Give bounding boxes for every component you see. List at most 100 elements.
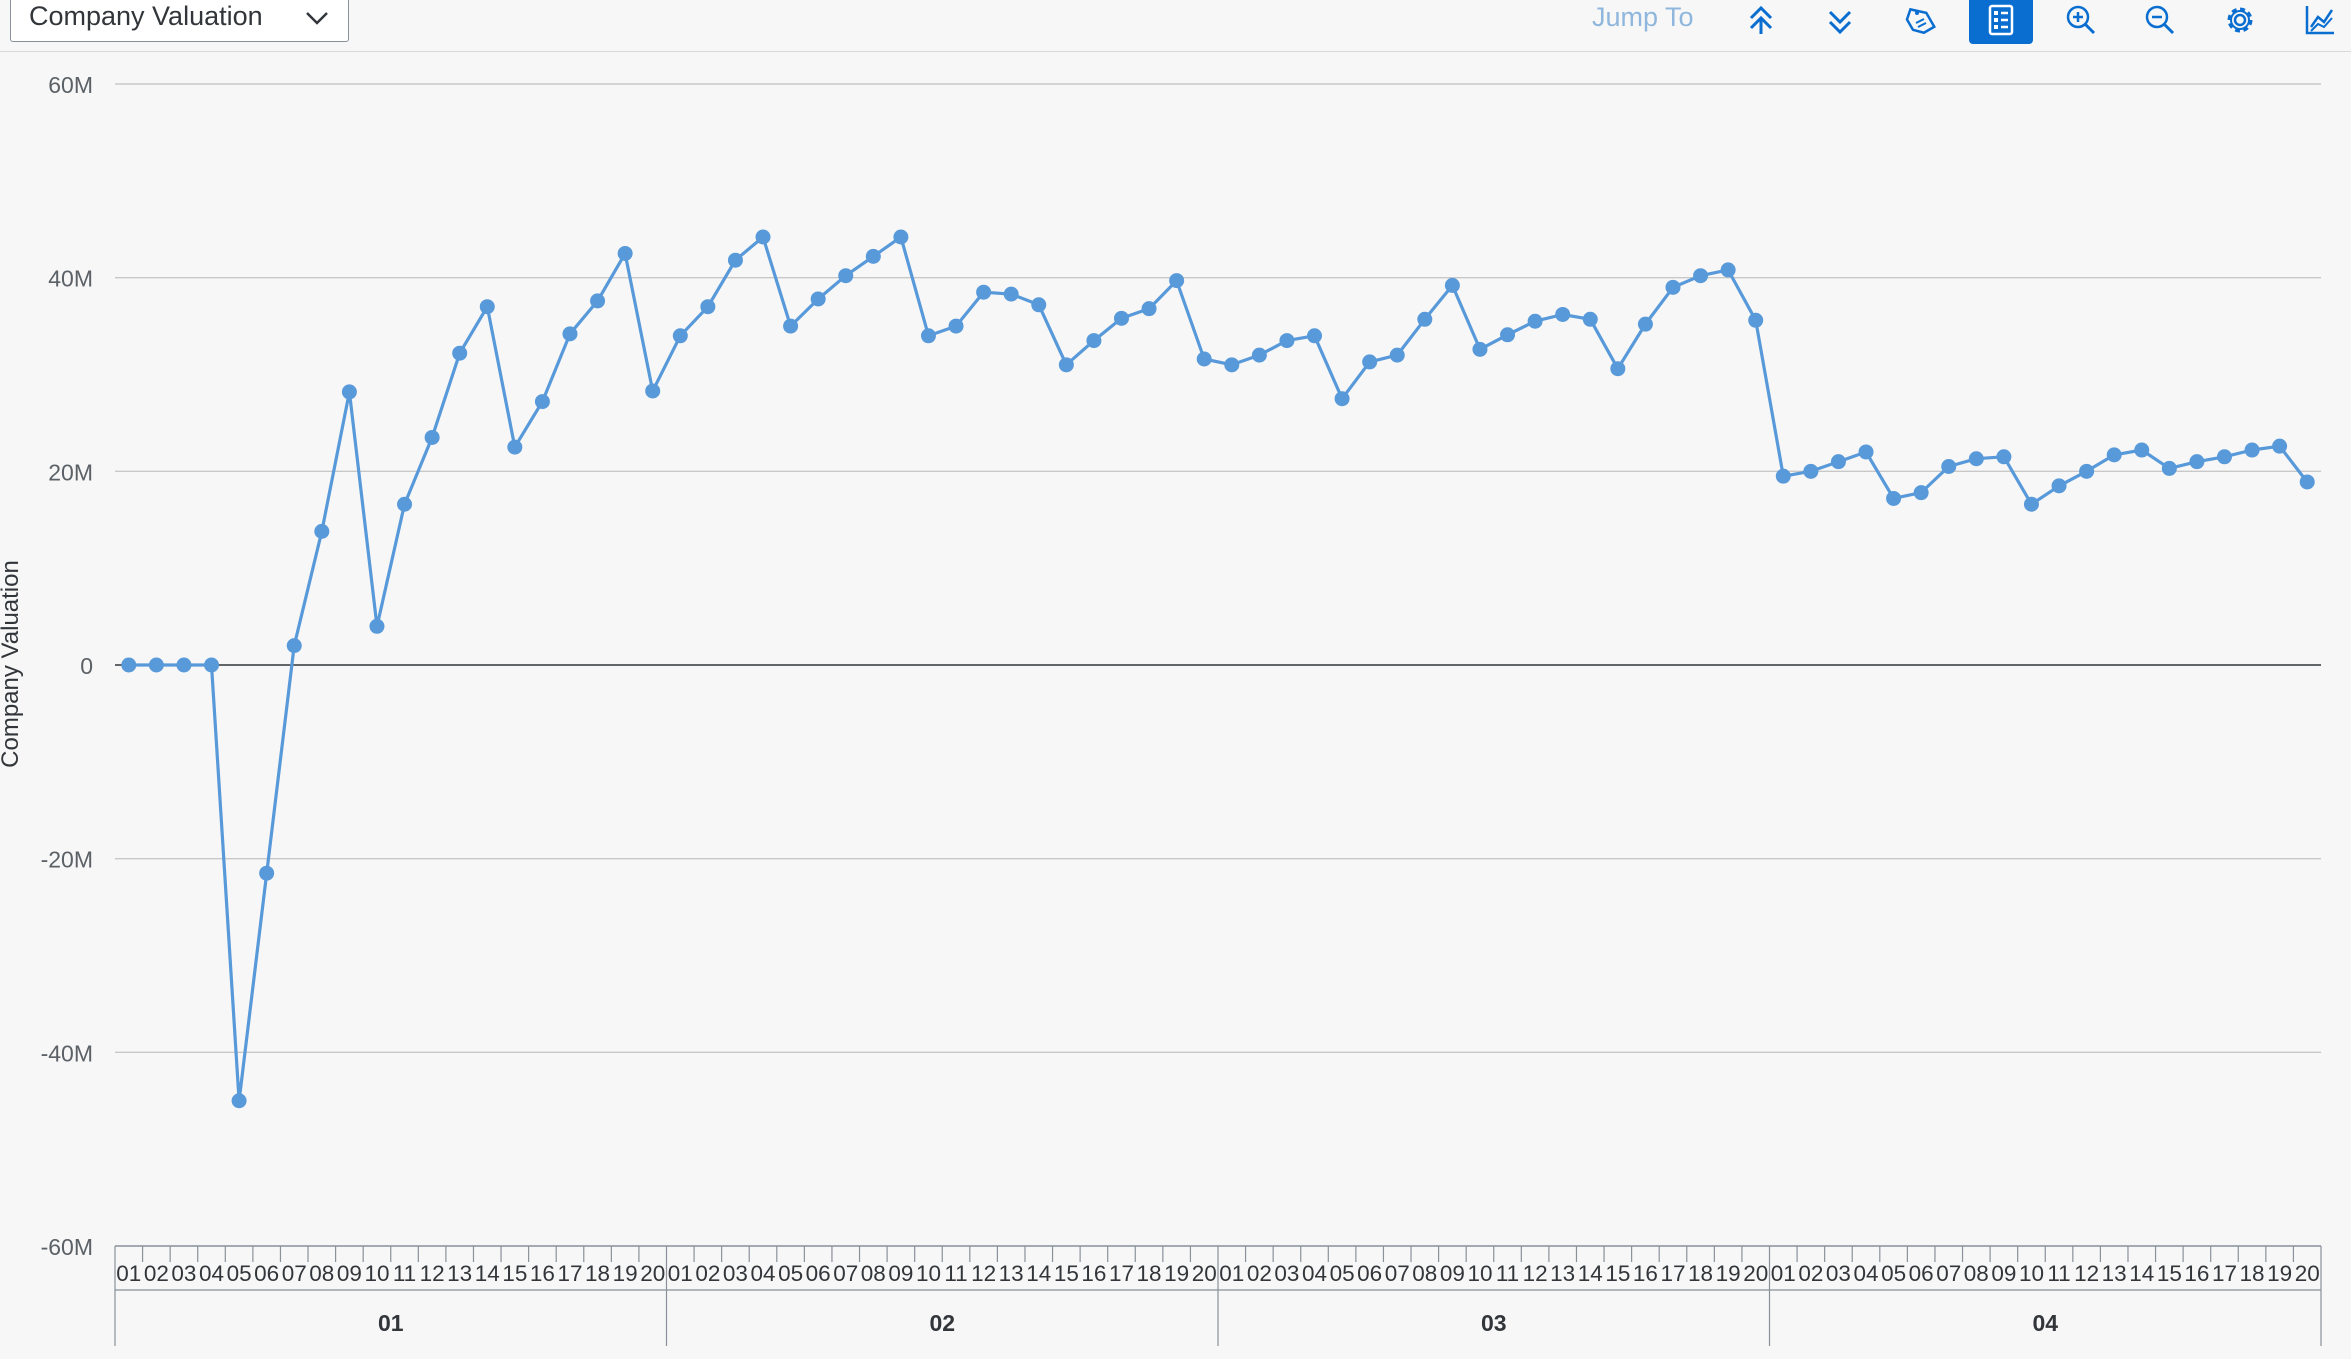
x-tick-label: 01: [1219, 1261, 1244, 1286]
data-point: [1113, 310, 1129, 326]
zoom-in-button[interactable]: [2049, 0, 2113, 44]
data-point: [1858, 444, 1874, 460]
data-point: [507, 439, 523, 455]
x-tick-label: 07: [282, 1261, 307, 1286]
measure-select[interactable]: Company Valuation: [10, 0, 349, 42]
line-chart-icon: [2305, 6, 2334, 35]
data-point: [2106, 447, 2122, 463]
x-tick-label: 15: [1605, 1261, 1630, 1286]
x-tick-label: 06: [254, 1261, 279, 1286]
x-tick-label: 14: [1026, 1261, 1051, 1286]
x-tick-label: 15: [502, 1261, 527, 1286]
data-point: [2079, 463, 2095, 479]
x-tick-label: 06: [806, 1261, 831, 1286]
data-point: [948, 318, 964, 334]
x-tick-label: 05: [1330, 1261, 1355, 1286]
data-point: [286, 638, 302, 654]
data-point: [397, 496, 413, 512]
data-point: [755, 229, 771, 245]
x-tick-label: 17: [1660, 1261, 1685, 1286]
expand-all-button[interactable]: [1808, 0, 1872, 44]
data-point: [176, 657, 192, 673]
x-tick-label: 18: [2240, 1261, 2265, 1286]
x-tick-label: 05: [1881, 1261, 1906, 1286]
gear-icon: [2227, 7, 2253, 33]
x-tick-label: 03: [171, 1261, 196, 1286]
x-tick-label: 13: [447, 1261, 472, 1286]
data-point: [2244, 442, 2260, 458]
x-tick-label: 11: [393, 1261, 416, 1286]
data-point: [1362, 354, 1378, 370]
data-point: [1582, 311, 1598, 327]
data-point: [976, 284, 992, 300]
data-point: [1058, 357, 1074, 373]
x-tick-label: 03: [1274, 1261, 1299, 1286]
data-point: [1169, 273, 1185, 289]
x-group-label: 03: [1481, 1310, 1507, 1336]
x-tick-label: 10: [364, 1261, 389, 1286]
x-tick-label: 16: [1633, 1261, 1658, 1286]
data-point: [1941, 458, 1957, 474]
x-tick-label: 04: [199, 1261, 224, 1286]
y-tick-label: -40M: [41, 1040, 93, 1066]
data-point: [1279, 333, 1295, 349]
data-point: [2272, 438, 2288, 454]
x-tick-label: 02: [1798, 1261, 1823, 1286]
chart-type-button[interactable]: [2288, 0, 2351, 44]
data-point: [148, 657, 164, 673]
x-tick-label: 20: [640, 1261, 665, 1286]
x-tick-label: 01: [668, 1261, 693, 1286]
data-point: [562, 326, 578, 342]
data-point: [1334, 391, 1350, 407]
data-point: [2134, 442, 2150, 458]
collapse-all-button[interactable]: [1729, 0, 1793, 44]
data-point: [1637, 316, 1653, 332]
x-tick-label: 11: [1496, 1261, 1519, 1286]
data-point: [1003, 286, 1019, 302]
data-point: [1775, 468, 1791, 484]
x-tick-label: 20: [2295, 1261, 2320, 1286]
x-tick-label: 13: [1550, 1261, 1575, 1286]
data-point: [2161, 460, 2177, 476]
data-point: [727, 252, 743, 268]
zoom-in-icon: [2066, 5, 2096, 35]
y-tick-label: -60M: [41, 1234, 93, 1260]
data-point: [617, 245, 633, 261]
x-tick-label: 09: [888, 1261, 913, 1286]
x-tick-label: 15: [2157, 1261, 2182, 1286]
x-tick-label: 04: [750, 1261, 775, 1286]
zoom-out-button[interactable]: [2128, 0, 2192, 44]
data-point: [1803, 463, 1819, 479]
x-tick-label: 19: [1164, 1261, 1189, 1286]
chevron-down-icon: [306, 12, 328, 25]
x-tick-label: 05: [227, 1261, 252, 1286]
jump-to-link[interactable]: Jump To: [1592, 2, 1694, 32]
data-point: [920, 328, 936, 344]
x-tick-label: 08: [861, 1261, 886, 1286]
y-tick-label: -20M: [41, 847, 93, 873]
x-tick-label: 17: [557, 1261, 582, 1286]
settings-button[interactable]: [2208, 0, 2272, 44]
x-tick-label: 16: [1081, 1261, 1106, 1286]
data-point: [1224, 357, 1240, 373]
x-tick-label: 12: [420, 1261, 445, 1286]
legend-button[interactable]: [1969, 0, 2033, 44]
data-point: [2189, 454, 2205, 470]
x-tick-label: 19: [2267, 1261, 2292, 1286]
data-point: [1086, 333, 1102, 349]
x-tick-label: 12: [1523, 1261, 1548, 1286]
y-tick-label: 60M: [48, 72, 93, 98]
data-point: [1500, 327, 1516, 343]
series-line: [128, 235, 2309, 1103]
data-point: [1417, 311, 1433, 327]
data-labels-button[interactable]: [1888, 0, 1952, 44]
x-tick-label: 12: [2074, 1261, 2099, 1286]
y-tick-label: 40M: [48, 266, 93, 292]
data-point: [1527, 313, 1543, 329]
chart-toolbar: Company Valuation Jump To: [0, 0, 2351, 52]
y-tick-label: 20M: [48, 459, 93, 485]
data-point: [121, 657, 137, 673]
x-tick-label: 16: [530, 1261, 555, 1286]
data-point: [1968, 451, 1984, 467]
